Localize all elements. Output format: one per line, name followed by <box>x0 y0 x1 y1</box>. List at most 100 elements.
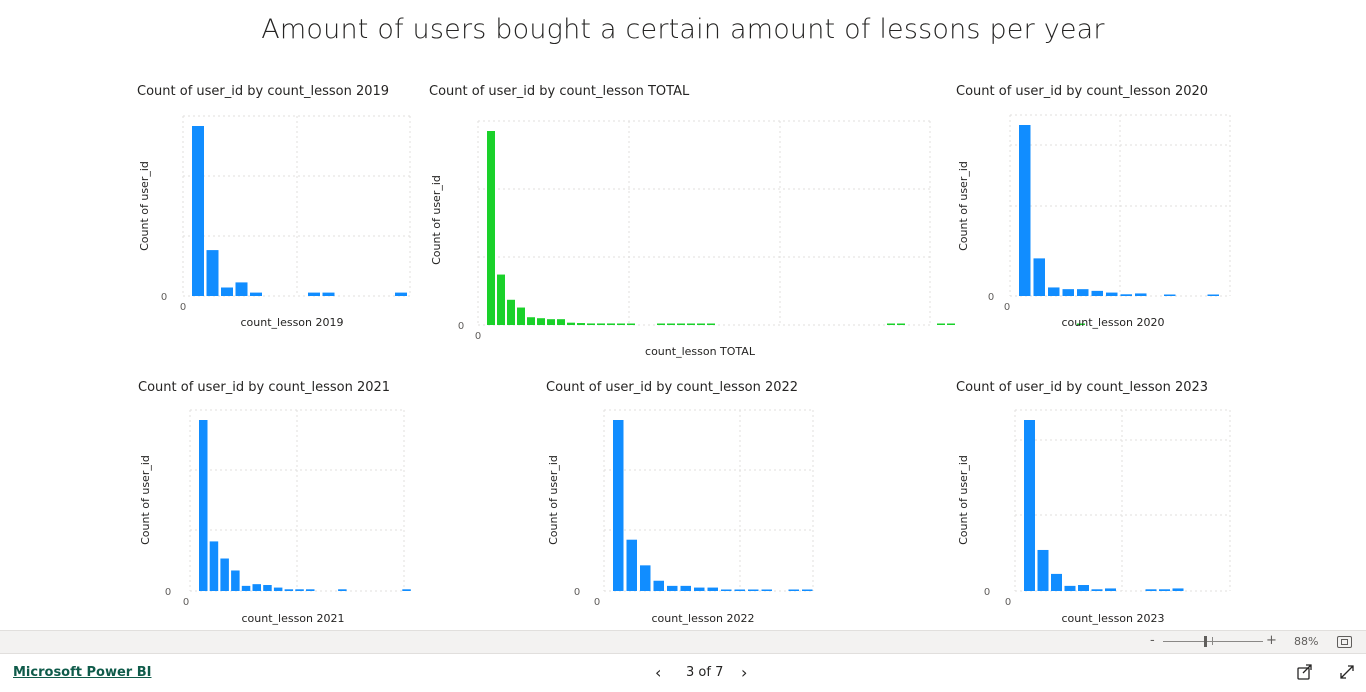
bar <box>734 589 745 591</box>
bar <box>1159 589 1170 591</box>
charts-area: Count of user_id by count_lesson 2019 Cou… <box>137 84 1231 625</box>
bar <box>1091 290 1103 296</box>
bar <box>1106 292 1118 296</box>
bar <box>220 558 229 591</box>
y-axis-label: Count of user_id <box>138 161 151 251</box>
bar <box>1051 573 1062 591</box>
fit-to-page-icon[interactable] <box>1337 636 1352 648</box>
bar <box>613 420 624 591</box>
y-axis-label: Count of user_id <box>139 455 152 545</box>
zoom-in-button[interactable]: + <box>1266 633 1277 648</box>
chart-2: Count of user_id by count_lesson TOTAL Co… <box>429 84 1085 358</box>
y-tick-label: 0 <box>458 321 464 332</box>
bar <box>721 589 732 591</box>
x-tick-label: 0 <box>1005 597 1011 608</box>
bar <box>1091 589 1103 591</box>
zoom-slider-thumb[interactable] <box>1204 636 1207 647</box>
zoom-out-button[interactable]: - <box>1150 633 1155 648</box>
report-title: Amount of users bought a certain amount … <box>261 14 1105 45</box>
bar <box>527 317 535 325</box>
bar <box>284 589 294 591</box>
bar <box>567 322 575 325</box>
bar <box>657 323 665 325</box>
x-tick-label: 0 <box>475 331 481 342</box>
x-tick-label: 0 <box>594 597 600 608</box>
chart-title: Count of user_id by count_lesson TOTAL <box>429 84 690 99</box>
chart-title: Count of user_id by count_lesson 2020 <box>956 84 1208 99</box>
bar <box>697 323 705 325</box>
chart-title: Count of user_id by count_lesson 2019 <box>137 84 389 99</box>
bar <box>1062 289 1074 296</box>
bar <box>577 323 585 325</box>
bar <box>1077 323 1085 325</box>
bar <box>507 299 515 325</box>
bar <box>273 587 283 591</box>
bar <box>1064 585 1076 591</box>
bar <box>1145 589 1157 591</box>
bar <box>235 282 248 296</box>
next-page-button[interactable]: › <box>741 663 748 682</box>
bar <box>241 585 251 591</box>
bar <box>788 589 799 591</box>
x-axis-label: count_lesson 2023 <box>1061 612 1164 625</box>
x-tick-label: 0 <box>180 302 186 313</box>
bar <box>497 274 505 325</box>
bar <box>694 587 705 591</box>
bar <box>221 287 233 296</box>
bar <box>680 585 691 591</box>
x-axis-label: count_lesson 2020 <box>1061 316 1164 329</box>
bar <box>761 589 772 591</box>
bar <box>802 589 813 591</box>
chart-6: Count of user_id by count_lesson 2023 Cou… <box>956 380 1231 625</box>
chart-3: Count of user_id by count_lesson 2020 Cou… <box>956 84 1231 329</box>
bar <box>1048 287 1060 296</box>
bar <box>295 589 304 591</box>
bar <box>897 323 905 325</box>
y-axis-label: Count of user_id <box>430 175 443 265</box>
bar <box>707 587 718 591</box>
y-tick-label: 0 <box>574 587 580 598</box>
bar <box>1172 588 1184 591</box>
bar <box>587 323 595 325</box>
bar <box>199 420 208 591</box>
fullscreen-icon[interactable] <box>1338 663 1356 681</box>
bar <box>1120 294 1132 296</box>
zoom-slider-midmark <box>1212 637 1213 645</box>
bar <box>677 323 685 325</box>
bar <box>1078 585 1089 591</box>
bar <box>306 589 315 591</box>
bar <box>748 589 759 591</box>
bar <box>626 539 637 591</box>
y-axis-label: Count of user_id <box>957 455 970 545</box>
x-tick-label: 0 <box>183 597 189 608</box>
bar <box>1207 294 1219 296</box>
bar <box>1037 549 1049 591</box>
power-bi-link[interactable]: Microsoft Power BI <box>13 665 152 680</box>
bar <box>617 323 625 325</box>
bar <box>607 323 615 325</box>
bar <box>1135 293 1147 296</box>
share-icon[interactable] <box>1296 663 1314 681</box>
bar <box>517 307 525 325</box>
bar <box>707 323 715 325</box>
x-axis-label: count_lesson 2019 <box>240 316 343 329</box>
bar <box>653 580 664 591</box>
zoom-bar: - + 88% <box>0 630 1366 653</box>
zoom-slider-track[interactable] <box>1163 641 1263 642</box>
bar <box>1105 588 1116 591</box>
y-tick-label: 0 <box>988 292 994 303</box>
bar <box>947 323 955 325</box>
chart-title: Count of user_id by count_lesson 2022 <box>546 380 798 395</box>
bar <box>547 319 555 325</box>
bar <box>1019 125 1031 296</box>
bar <box>308 292 320 296</box>
y-tick-label: 0 <box>984 587 990 598</box>
x-axis-label: count_lesson 2021 <box>241 612 344 625</box>
bar <box>402 589 411 591</box>
chart-5: Count of user_id by count_lesson 2022 Cou… <box>546 380 814 625</box>
bar <box>252 584 261 591</box>
y-axis-label: Count of user_id <box>547 455 560 545</box>
previous-page-button[interactable]: ‹ <box>655 663 662 682</box>
report-canvas: Amount of users bought a certain amount … <box>137 14 1231 625</box>
bar <box>231 570 240 591</box>
